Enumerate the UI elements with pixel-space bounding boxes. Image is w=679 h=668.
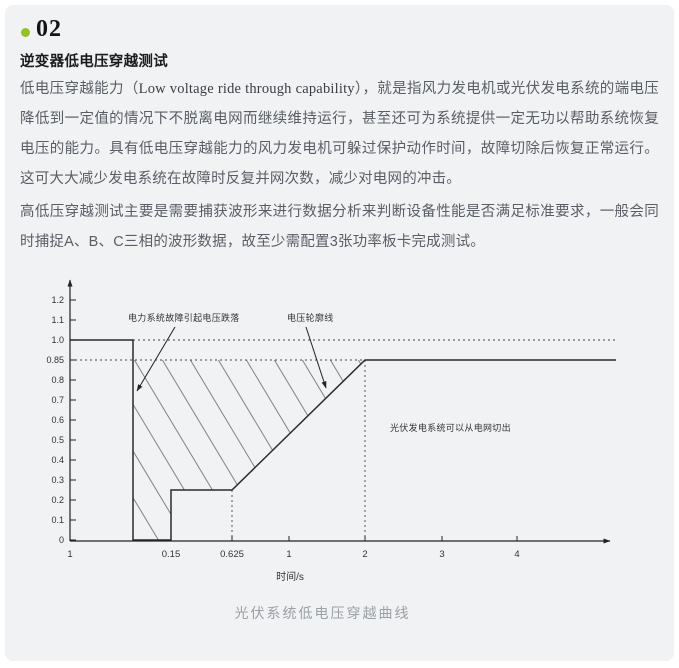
chart-caption: 光伏系统低电压穿越曲线 (234, 605, 411, 621)
hatched-region (133, 360, 365, 540)
svg-text:0.1: 0.1 (51, 515, 64, 525)
paragraph-test-requirement: 高低压穿越测试主要是需要捕获波形来进行数据分析来判断设备性能是否满足标准要求，一… (20, 204, 659, 250)
section-title: 逆变器低电压穿越测试 (20, 54, 168, 70)
x-axis-ticks: 1 0.15 0.625 1 2 3 4 (67, 536, 520, 560)
svg-text:0.5: 0.5 (51, 435, 64, 445)
svg-text:0.85: 0.85 (46, 355, 64, 365)
svg-text:1.0: 1.0 (51, 335, 64, 345)
x-axis-label: 时间/s (276, 570, 304, 583)
svg-text:1.2: 1.2 (51, 295, 64, 305)
voltage-profile-curve (70, 339, 616, 541)
svg-text:电压轮廓线: 电压轮廓线 (287, 312, 334, 323)
svg-text:3: 3 (439, 549, 444, 560)
svg-text:1.1: 1.1 (51, 315, 64, 325)
y-axis-ticks: 0 0.1 0.2 0.3 0.4 0.5 0.6 0.7 0.8 0.85 1.0 1.1 1.2 (46, 295, 76, 545)
svg-text:电力系统故障引起电压跌落: 电力系统故障引起电压跌落 (128, 312, 240, 323)
svg-text:1: 1 (67, 549, 72, 560)
svg-text:0.6: 0.6 (51, 415, 64, 425)
section-header: 02 (21, 16, 62, 43)
svg-text:1: 1 (286, 549, 291, 560)
svg-text:0.625: 0.625 (220, 549, 244, 560)
svg-text:0.4: 0.4 (51, 455, 64, 465)
svg-text:0: 0 (59, 535, 64, 545)
p1-english-term: Low voltage ride through capability (138, 81, 355, 97)
section-bullet-icon (21, 28, 30, 37)
section-number: 02 (36, 16, 62, 42)
svg-text:光伏发电系统可以从电网切出: 光伏发电系统可以从电网切出 (390, 422, 511, 433)
p1-text-post: ），就是指风力发电机或光伏发电系统的端电压降低到一定值的情况下不脱离电网而继续维… (20, 81, 659, 187)
svg-text:2: 2 (362, 549, 367, 560)
svg-text:0.8: 0.8 (51, 375, 64, 385)
svg-text:0.15: 0.15 (162, 549, 181, 560)
svg-text:0.3: 0.3 (51, 475, 64, 485)
content-card (5, 5, 674, 661)
paragraph-lvrt-definition: 低电压穿越能力（Low voltage ride through capabil… (20, 74, 659, 194)
dotted-guides (70, 339, 616, 541)
axes (67, 279, 611, 544)
article-body: 低电压穿越能力（Low voltage ride through capabil… (20, 74, 659, 260)
svg-text:0.7: 0.7 (51, 395, 64, 405)
p1-text-pre: 低电压穿越能力（ (20, 81, 139, 97)
svg-text:4: 4 (514, 549, 519, 560)
svg-text:0.2: 0.2 (51, 495, 64, 505)
